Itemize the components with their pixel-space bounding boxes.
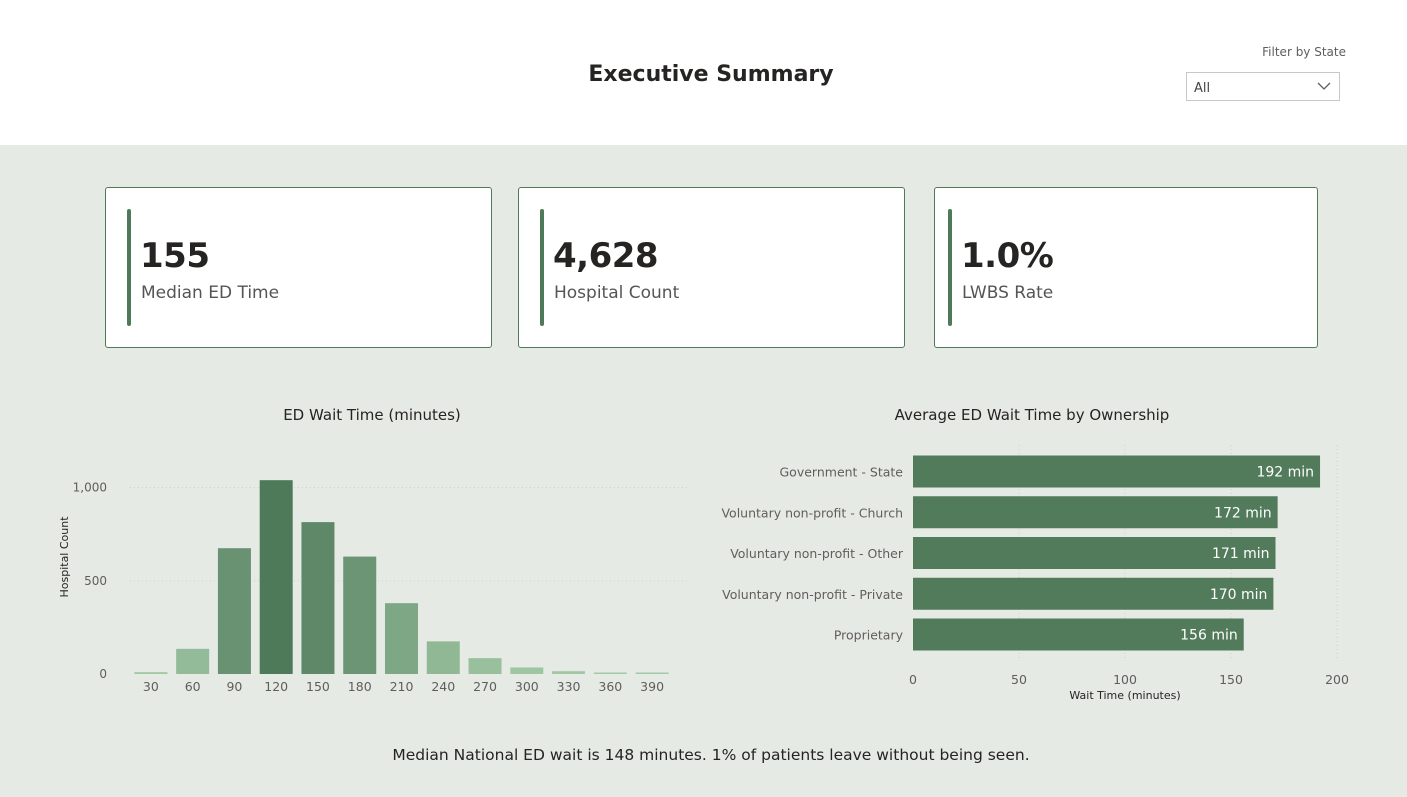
kpi-value: 4,628 bbox=[553, 236, 659, 276]
x-tick-label: 90 bbox=[226, 679, 242, 694]
x-tick-label: 50 bbox=[1011, 672, 1027, 687]
ownership-bar bbox=[913, 577, 1274, 610]
kpi-label: Median ED Time bbox=[141, 283, 280, 303]
histogram-bar bbox=[635, 672, 669, 674]
histogram-bar bbox=[343, 556, 377, 674]
kpi-accent-bar bbox=[948, 209, 952, 326]
histogram-bar bbox=[217, 548, 251, 674]
x-tick-label: 60 bbox=[185, 679, 201, 694]
y-tick-label: 0 bbox=[99, 667, 107, 681]
data-label: 172 min bbox=[1214, 505, 1272, 521]
histogram-bar bbox=[259, 480, 293, 674]
page-title: Executive Summary bbox=[588, 62, 834, 87]
category-label: Proprietary bbox=[834, 628, 904, 643]
x-tick-label: 210 bbox=[390, 679, 414, 694]
kpi-accent-bar bbox=[540, 209, 544, 326]
histogram-bar bbox=[593, 672, 627, 674]
histogram-bar bbox=[552, 671, 586, 674]
y-tick-label: 1,000 bbox=[73, 481, 107, 495]
kpi-card-hospital-count[interactable]: 4,628 Hospital Count bbox=[518, 187, 905, 348]
category-label: Voluntary non-profit - Church bbox=[721, 505, 903, 520]
histogram-bar bbox=[468, 658, 502, 674]
report-header: Executive Summary Filter by State All bbox=[0, 0, 1407, 145]
x-tick-label: 0 bbox=[909, 672, 917, 687]
ownership-bar bbox=[913, 496, 1278, 529]
kpi-label: LWBS Rate bbox=[962, 283, 1054, 303]
data-label: 192 min bbox=[1256, 465, 1314, 481]
kpi-card-lwbs-rate[interactable]: 1.0% LWBS Rate bbox=[934, 187, 1318, 348]
x-tick-label: 120 bbox=[264, 679, 288, 694]
data-label: 170 min bbox=[1210, 587, 1268, 603]
ownership-bar bbox=[913, 537, 1276, 569]
x-tick-label: 150 bbox=[1219, 672, 1243, 687]
histogram-bar bbox=[426, 641, 460, 674]
x-tick-label: 270 bbox=[473, 679, 497, 694]
summary-caption: Median National ED wait is 148 minutes. … bbox=[392, 746, 1030, 764]
histogram-bar bbox=[134, 672, 168, 674]
y-tick-label: 500 bbox=[84, 574, 107, 588]
kpi-value: 1.0% bbox=[961, 236, 1054, 276]
x-tick-label: 360 bbox=[598, 679, 622, 694]
x-tick-label: 150 bbox=[306, 679, 330, 694]
x-tick-label: 330 bbox=[557, 679, 581, 694]
state-filter-value: All bbox=[1194, 81, 1211, 96]
ownership-bar bbox=[913, 455, 1321, 488]
x-tick-label: 300 bbox=[515, 679, 539, 694]
x-tick-label: 100 bbox=[1113, 672, 1137, 687]
y-axis-title: Hospital Count bbox=[58, 516, 71, 598]
kpi-value: 155 bbox=[140, 236, 210, 276]
ownership-chart-title: Average ED Wait Time by Ownership bbox=[894, 406, 1170, 424]
x-axis-title: Wait Time (minutes) bbox=[1069, 689, 1180, 702]
x-tick-label: 200 bbox=[1325, 672, 1349, 687]
category-label: Voluntary non-profit - Private bbox=[722, 587, 903, 602]
x-tick-label: 240 bbox=[431, 679, 455, 694]
kpi-accent-bar bbox=[127, 209, 131, 326]
histogram-bar bbox=[510, 667, 544, 674]
x-tick-label: 390 bbox=[640, 679, 664, 694]
x-tick-label: 30 bbox=[143, 679, 159, 694]
state-filter-label: Filter by State bbox=[1262, 45, 1346, 59]
data-label: 156 min bbox=[1180, 628, 1238, 644]
data-label: 171 min bbox=[1212, 546, 1270, 562]
x-tick-label: 180 bbox=[348, 679, 372, 694]
chevron-down-icon bbox=[1317, 82, 1331, 90]
histogram-bar bbox=[301, 522, 335, 674]
state-filter-dropdown[interactable]: All bbox=[1186, 72, 1340, 101]
category-label: Voluntary non-profit - Other bbox=[730, 546, 904, 561]
histogram-title: ED Wait Time (minutes) bbox=[283, 406, 461, 424]
category-label: Government - State bbox=[780, 465, 904, 480]
kpi-label: Hospital Count bbox=[554, 283, 680, 303]
ownership-bar bbox=[913, 618, 1244, 651]
histogram-bar bbox=[385, 603, 418, 674]
kpi-card-median-ed-time[interactable]: 155 Median ED Time bbox=[105, 187, 492, 348]
histogram-bar bbox=[176, 648, 210, 674]
